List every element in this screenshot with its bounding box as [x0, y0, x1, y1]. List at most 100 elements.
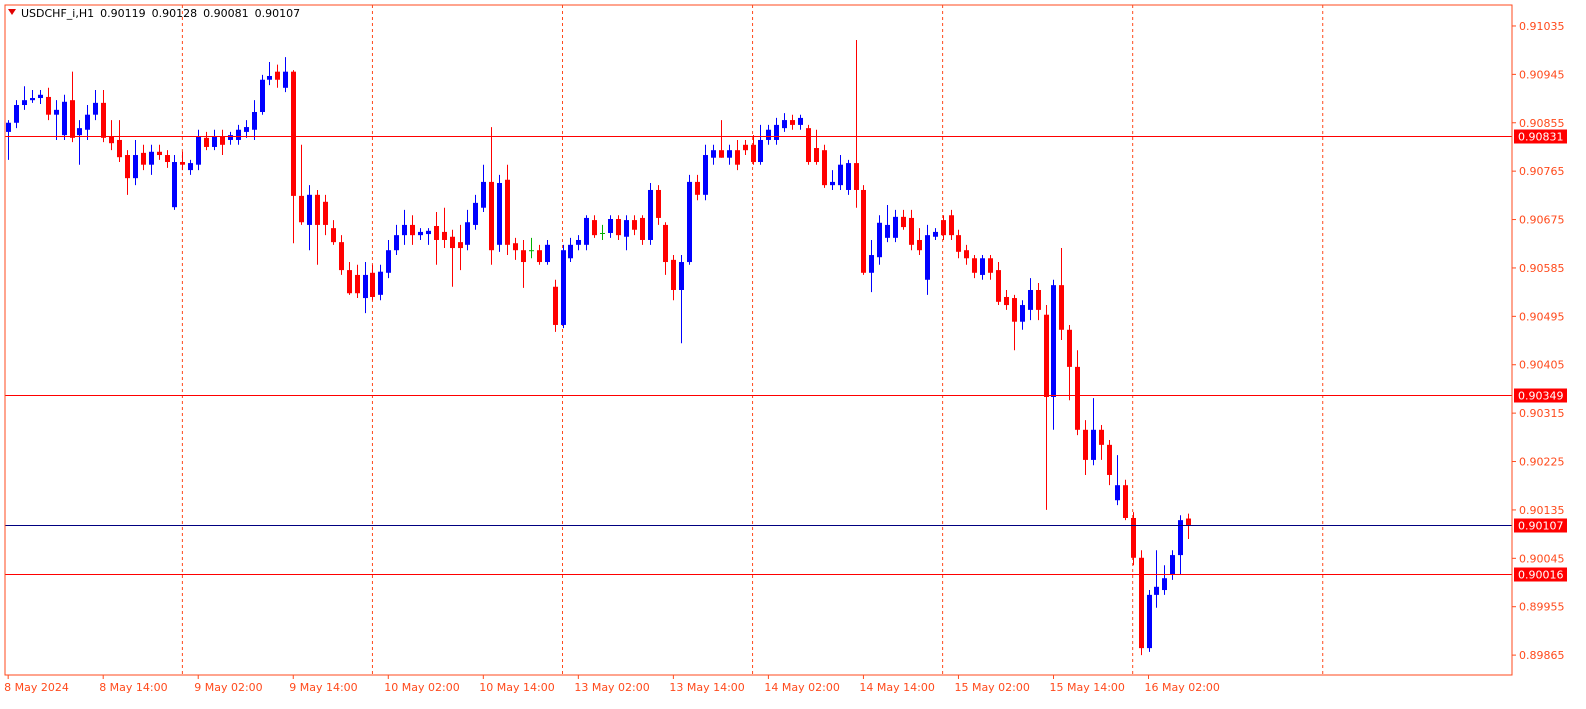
- candle-body: [608, 219, 613, 233]
- x-tick-label: 15 May 02:00: [954, 681, 1029, 694]
- candle-body: [861, 189, 866, 273]
- candle-body: [1107, 444, 1112, 475]
- y-tick-label: 0.90675: [1519, 214, 1565, 227]
- candle-body: [846, 163, 851, 190]
- x-tick-label: 13 May 14:00: [669, 681, 744, 694]
- title-ohlc: 0.90128: [152, 7, 198, 20]
- candle-body: [1099, 429, 1104, 445]
- candle-body: [956, 235, 961, 252]
- candle-body: [814, 148, 819, 163]
- candle-body: [267, 75, 272, 80]
- candle-body: [553, 286, 558, 325]
- candle-body: [188, 163, 193, 171]
- candle-body: [1020, 305, 1025, 322]
- candle-body: [988, 258, 993, 273]
- candle-body: [62, 101, 67, 136]
- candle-body: [6, 122, 11, 132]
- candle-body: [378, 271, 383, 295]
- candle-body: [592, 220, 597, 236]
- candle-body: [822, 150, 827, 186]
- candle-body: [671, 259, 676, 290]
- y-tick-label: 0.90855: [1519, 117, 1565, 130]
- candle-body: [917, 239, 922, 251]
- candle-body: [600, 232, 605, 234]
- candle-body: [513, 243, 518, 251]
- candle-body: [426, 230, 431, 235]
- candle-body: [1012, 298, 1017, 322]
- candle-body: [727, 150, 732, 158]
- y-tick-label: 0.89865: [1519, 649, 1565, 662]
- candle-body: [1059, 285, 1064, 330]
- candle-body: [355, 274, 360, 294]
- x-tick-label: 14 May 14:00: [859, 681, 934, 694]
- candle-body: [244, 127, 249, 132]
- candle-body: [854, 163, 859, 190]
- candle-body: [774, 124, 779, 140]
- candle-body: [14, 105, 19, 123]
- candle-body: [434, 226, 439, 240]
- candle-body: [703, 155, 708, 195]
- x-tick-label: 9 May 02:00: [194, 681, 262, 694]
- candle-body: [109, 136, 114, 144]
- candle-body: [656, 189, 661, 218]
- candle-body: [363, 274, 368, 299]
- level-price-label: 0.90107: [1518, 520, 1564, 533]
- y-tick-label: 0.90495: [1519, 310, 1565, 323]
- candle-body: [893, 216, 898, 238]
- candle-body: [711, 150, 716, 158]
- y-tick-label: 0.90765: [1519, 165, 1565, 178]
- candle-body: [196, 136, 201, 165]
- symbol: USDCHF_i,H1: [21, 7, 94, 20]
- candle-body: [339, 242, 344, 271]
- candle-body: [228, 135, 233, 140]
- candle-body: [1044, 314, 1049, 397]
- candle-body: [830, 181, 835, 186]
- title-ohlc: 0.90119: [100, 7, 146, 20]
- candle-body: [1075, 366, 1080, 430]
- candle-body: [1036, 289, 1041, 310]
- candle-body: [141, 152, 146, 165]
- candle-body: [1154, 586, 1159, 595]
- x-tick-label: 10 May 14:00: [479, 681, 554, 694]
- candle-body: [758, 139, 763, 163]
- candle-body: [766, 129, 771, 140]
- candle-body: [798, 117, 803, 125]
- y-tick-label: 0.89955: [1519, 601, 1565, 614]
- candle-body: [933, 231, 938, 237]
- candle-body: [30, 98, 35, 101]
- candle-body: [77, 128, 82, 136]
- candle-body: [584, 217, 589, 245]
- y-tick-label: 0.90585: [1519, 262, 1565, 275]
- candle-body: [568, 244, 573, 259]
- candle-body: [1083, 429, 1088, 460]
- candle-body: [465, 222, 470, 245]
- candle-body: [949, 215, 954, 236]
- candle-body: [616, 219, 621, 236]
- candle-body: [1131, 517, 1136, 558]
- candle-body: [996, 270, 1001, 302]
- candle-body: [751, 144, 756, 163]
- candle-body: [133, 155, 138, 179]
- level-price-box: [1514, 129, 1567, 144]
- candle-body: [85, 114, 90, 130]
- candle-body: [679, 262, 684, 290]
- candle-body: [663, 224, 668, 263]
- candle-body: [719, 150, 724, 158]
- candle-body: [925, 235, 930, 280]
- title-ohlc: 0.90107: [255, 7, 301, 20]
- candle-body: [260, 79, 265, 113]
- candle-body: [299, 195, 304, 223]
- candle-body: [695, 181, 700, 195]
- candle-body: [442, 231, 447, 240]
- y-tick-label: 0.90135: [1519, 504, 1565, 517]
- candle-body: [418, 231, 423, 236]
- candle-body: [964, 250, 969, 259]
- y-tick-label: 0.90945: [1519, 68, 1565, 81]
- x-tick-label: 16 May 02:00: [1145, 681, 1220, 694]
- candle-body: [529, 250, 534, 252]
- candle-body: [1004, 296, 1009, 306]
- candle-body: [458, 242, 463, 249]
